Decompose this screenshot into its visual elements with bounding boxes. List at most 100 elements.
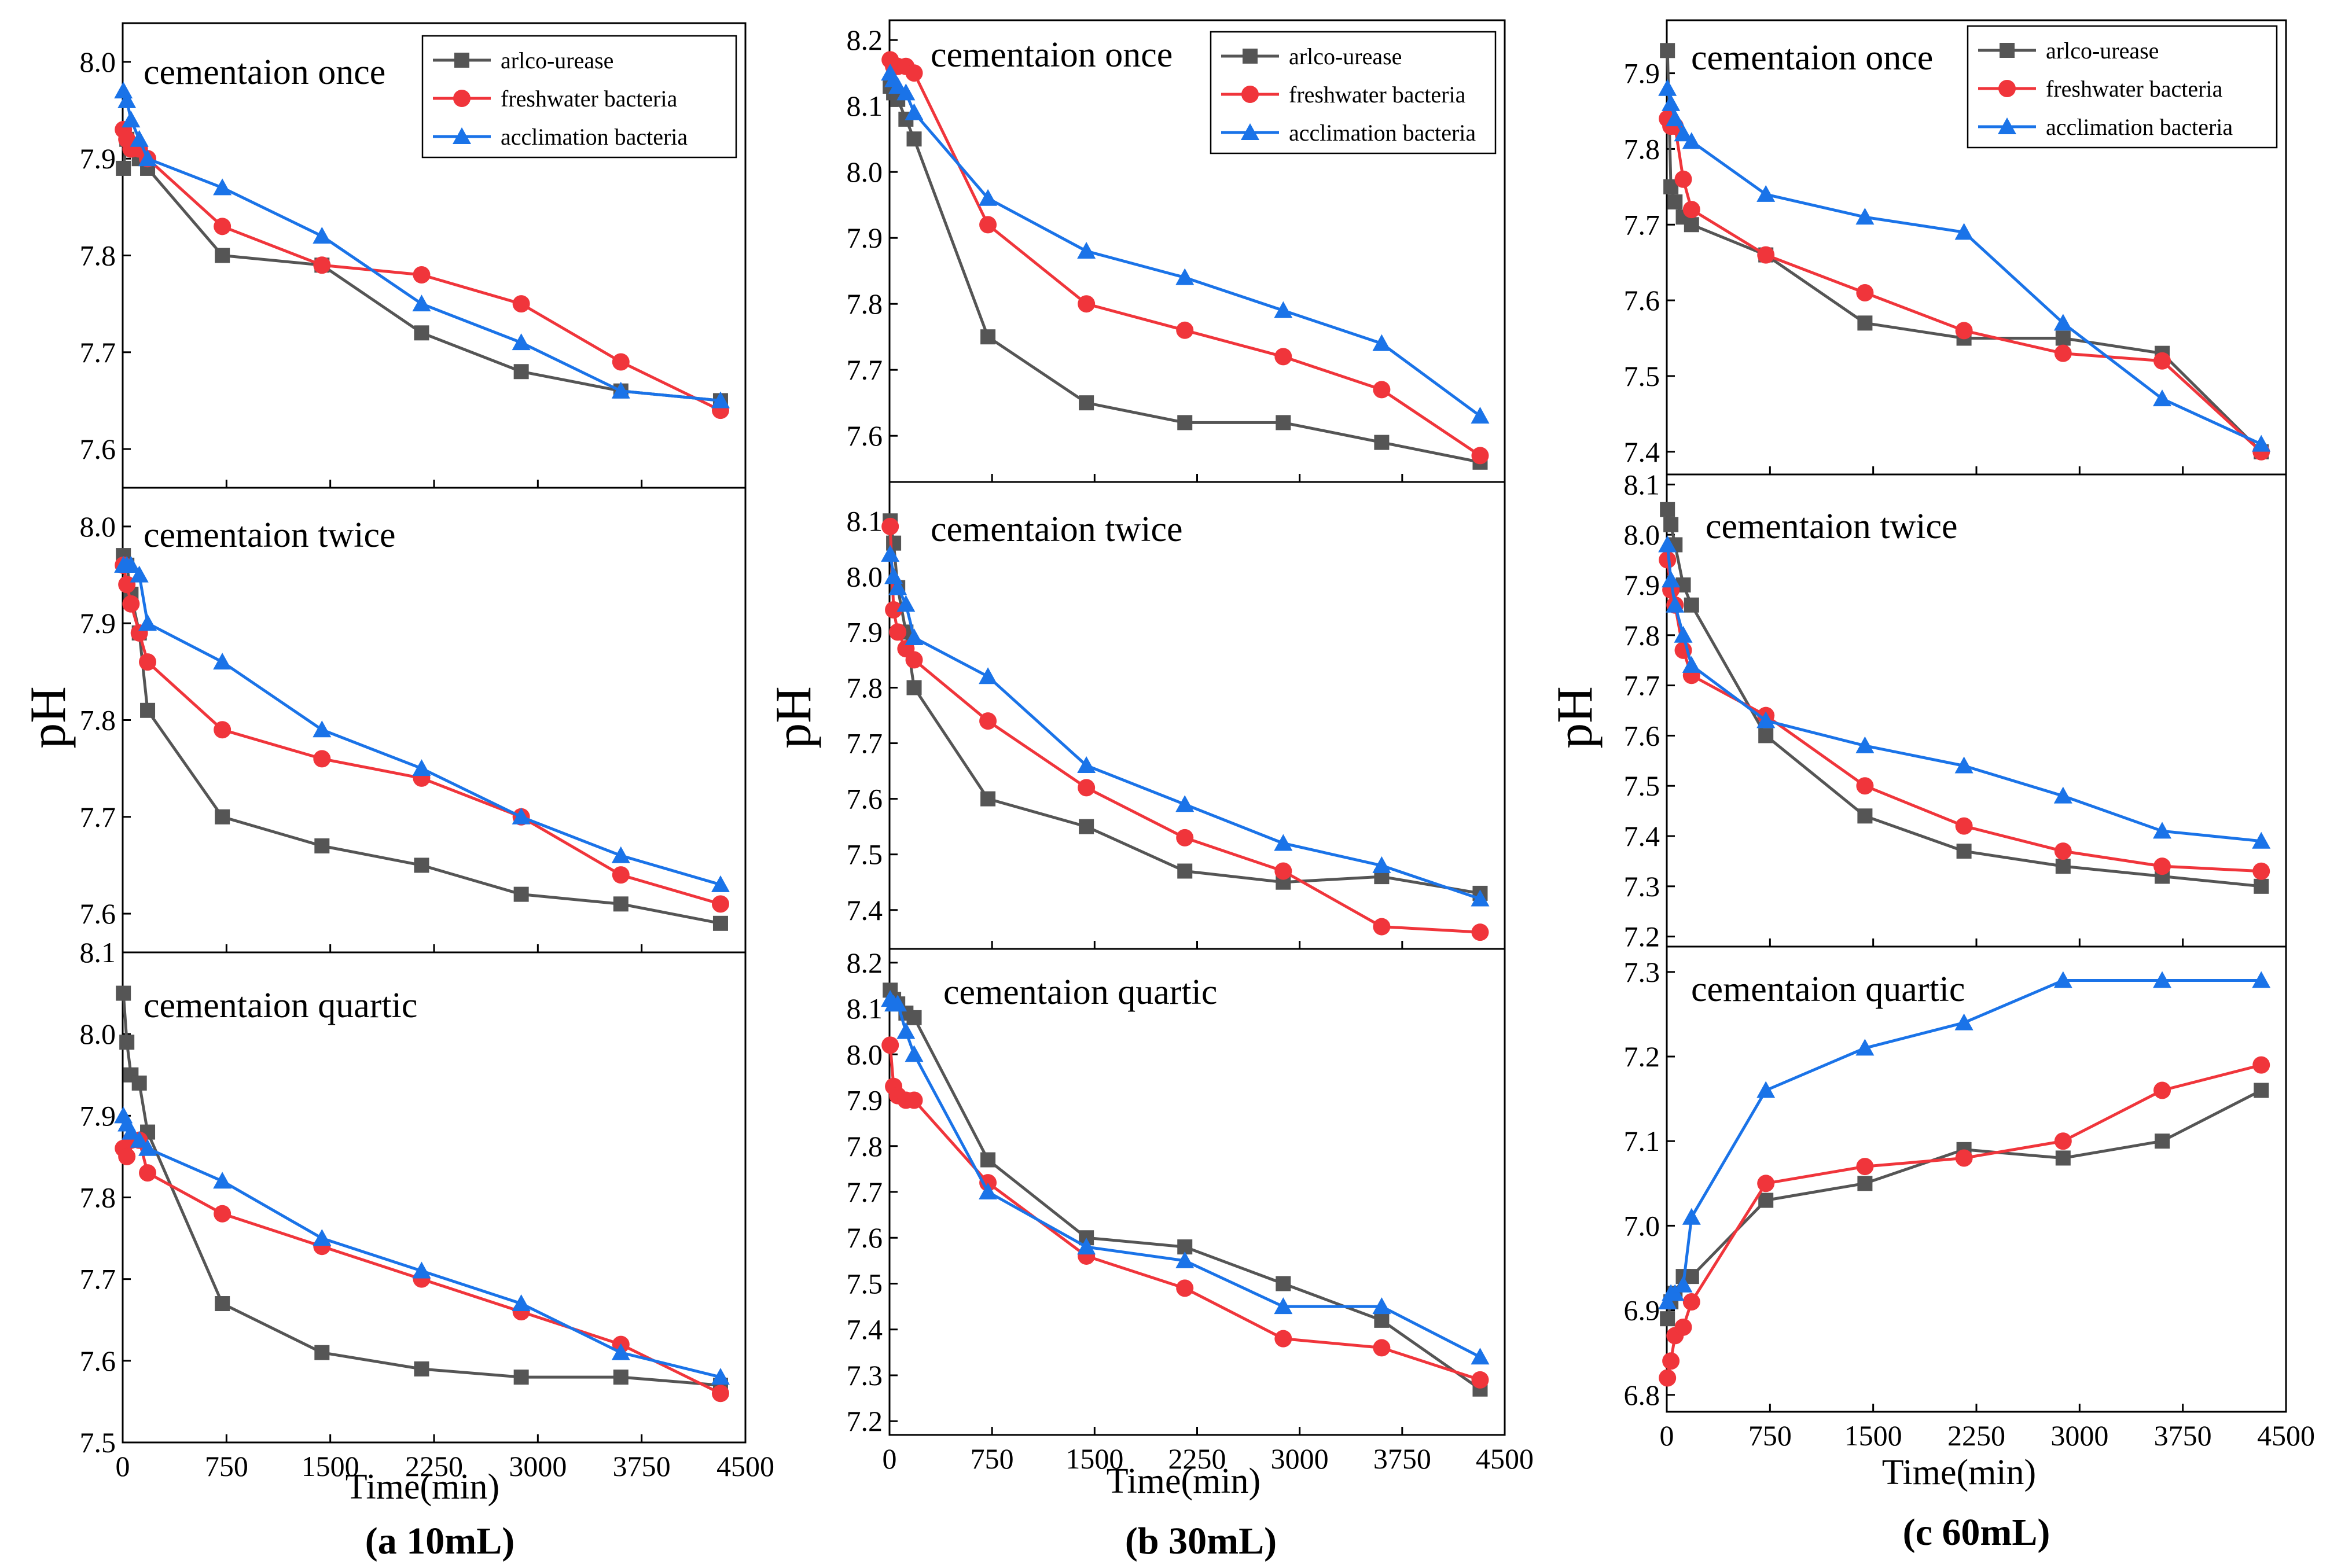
data-point-acclimation: [888, 578, 907, 595]
legend: arlco-urease freshwater bacteria acclimati…: [421, 35, 737, 159]
series-line-acclimation: [888, 554, 1481, 900]
data-point-arlco: [215, 248, 230, 263]
data-point-arlco: [314, 1345, 330, 1360]
data-point-arlco: [116, 985, 131, 1001]
data-point-freshwater: [214, 721, 231, 739]
series-line-acclimation: [123, 564, 721, 886]
data-point-acclimation: [1682, 1208, 1701, 1225]
legend-marker-arlco: [1243, 49, 1258, 64]
data-point-acclimation: [1662, 94, 1681, 111]
series-line-freshwater: [122, 565, 721, 906]
series-group: [114, 548, 730, 931]
data-point-acclimation: [1682, 132, 1701, 149]
data-point-acclimation: [1682, 656, 1701, 673]
data-point-acclimation: [117, 91, 137, 108]
column-b: pH Time(min) (b 30mL) cementaion once 7.…: [766, 19, 1534, 1562]
data-point-arlco: [2155, 1133, 2170, 1149]
data-point-freshwater: [2054, 842, 2072, 860]
legend-label-freshwater: freshwater bacteria: [501, 86, 678, 112]
data-point-arlco: [1276, 1276, 1291, 1291]
data-point-acclimation: [1855, 208, 1875, 225]
data-point-arlco: [1684, 1269, 1699, 1284]
x-tick-label: 750: [205, 1450, 248, 1482]
data-point-freshwater: [1955, 817, 1973, 835]
data-point-acclimation: [1471, 889, 1490, 907]
data-point-freshwater: [1662, 1352, 1680, 1370]
data-point-acclimation: [1274, 834, 1293, 851]
legend-marker-arlco: [454, 53, 469, 68]
data-point-arlco: [1956, 844, 1972, 859]
data-point-acclimation: [2252, 831, 2271, 849]
legend: arlco-urease freshwater bacteria acclimati…: [1210, 31, 1497, 154]
series-line-acclimation: [122, 1115, 721, 1379]
data-point-freshwater: [2153, 352, 2171, 370]
data-point-acclimation: [1175, 795, 1195, 812]
data-point-acclimation: [1471, 407, 1490, 424]
data-point-acclimation: [896, 83, 916, 101]
y-tick-label: 7.4: [1624, 436, 1660, 468]
data-point-acclimation: [611, 381, 630, 399]
data-point-acclimation: [2153, 389, 2171, 407]
data-point-acclimation: [130, 1131, 149, 1148]
x-tick-label: 1500: [302, 1450, 359, 1482]
data-point-arlco: [414, 325, 429, 341]
panel-a-once: cementaion once 7.6 7.7 7.8 7.9 8.0 arlco-ure…: [80, 22, 747, 489]
y-tick-label: 8.0: [847, 560, 883, 592]
y-tick-label: 7.5: [847, 838, 883, 871]
y-tick-label: 7.5: [80, 1426, 116, 1459]
legend-label-freshwater: freshwater bacteria: [2046, 76, 2223, 102]
x-tick-label: 2250: [1168, 1442, 1226, 1475]
legend-marker-acclimation: [453, 127, 471, 144]
x-tick-label: 2250: [405, 1450, 463, 1482]
data-point-acclimation: [1274, 1297, 1293, 1315]
data-point-arlco: [414, 1361, 429, 1376]
y-tick-label: 8.0: [80, 46, 116, 78]
panel-c-once: cementaion once 7.4 7.5 7.6 7.7 7.8 7.9 arlco-…: [1624, 19, 2287, 476]
data-point-arlco: [513, 1370, 529, 1385]
y-tick-label: 7.4: [847, 1313, 883, 1346]
y-tick-label: 8.0: [847, 1038, 883, 1070]
subtitle-a: (a 10mL): [365, 1520, 514, 1562]
data-point-freshwater: [889, 623, 907, 641]
data-point-freshwater: [1373, 1339, 1391, 1357]
panel-a-quartic: cementaion quartic 7.5 7.6 7.7 7.8 7.9 8.0 8.1…: [80, 936, 775, 1482]
data-point-acclimation: [1855, 736, 1875, 753]
data-point-freshwater: [881, 1036, 899, 1054]
y-tick-label: 7.6: [80, 1345, 116, 1377]
data-point-arlco: [1684, 217, 1699, 233]
data-point-freshwater: [2252, 862, 2270, 880]
y-tick-label: 8.1: [1624, 468, 1660, 500]
y-tick-label: 7.8: [80, 704, 116, 737]
data-point-acclimation: [1674, 124, 1693, 142]
data-point-freshwater: [214, 1205, 231, 1223]
data-point-acclimation: [1855, 1039, 1875, 1056]
data-point-acclimation: [1274, 301, 1293, 318]
data-point-freshwater: [1078, 295, 1096, 313]
data-point-acclimation: [122, 1122, 141, 1140]
data-point-freshwater: [2054, 344, 2072, 362]
y-tick-label: 7.3: [1624, 870, 1660, 903]
data-point-freshwater: [1674, 1318, 1692, 1336]
panel-title: cementaion quartic: [1691, 970, 1965, 1009]
series-group: [881, 982, 1490, 1397]
data-point-freshwater: [1682, 1293, 1700, 1311]
data-point-arlco: [1660, 1311, 1675, 1327]
data-point-acclimation: [138, 1139, 157, 1156]
y-tick-label: 7.8: [80, 1181, 116, 1214]
data-point-acclimation: [213, 1172, 232, 1189]
x-tick-label: 2250: [1947, 1419, 2005, 1452]
x-axis-label-c: Time(min): [1882, 1453, 2036, 1492]
panel-b-twice: cementaion twice 7.4 7.5 7.6 7.7 7.8 7.9 8.0 8.…: [847, 481, 1506, 950]
y-tick-label: 7.2: [847, 1405, 883, 1437]
data-point-arlco: [906, 1010, 922, 1025]
data-point-arlco: [1374, 435, 1390, 450]
data-point-acclimation: [2153, 822, 2171, 839]
data-point-acclimation: [213, 178, 232, 196]
data-point-acclimation: [1175, 268, 1195, 285]
data-point-freshwater: [2153, 857, 2171, 875]
data-point-arlco: [613, 1370, 629, 1385]
data-point-freshwater: [313, 750, 331, 768]
data-point-acclimation: [313, 1229, 332, 1246]
data-point-arlco: [1177, 415, 1193, 430]
data-point-freshwater: [1757, 1175, 1775, 1192]
